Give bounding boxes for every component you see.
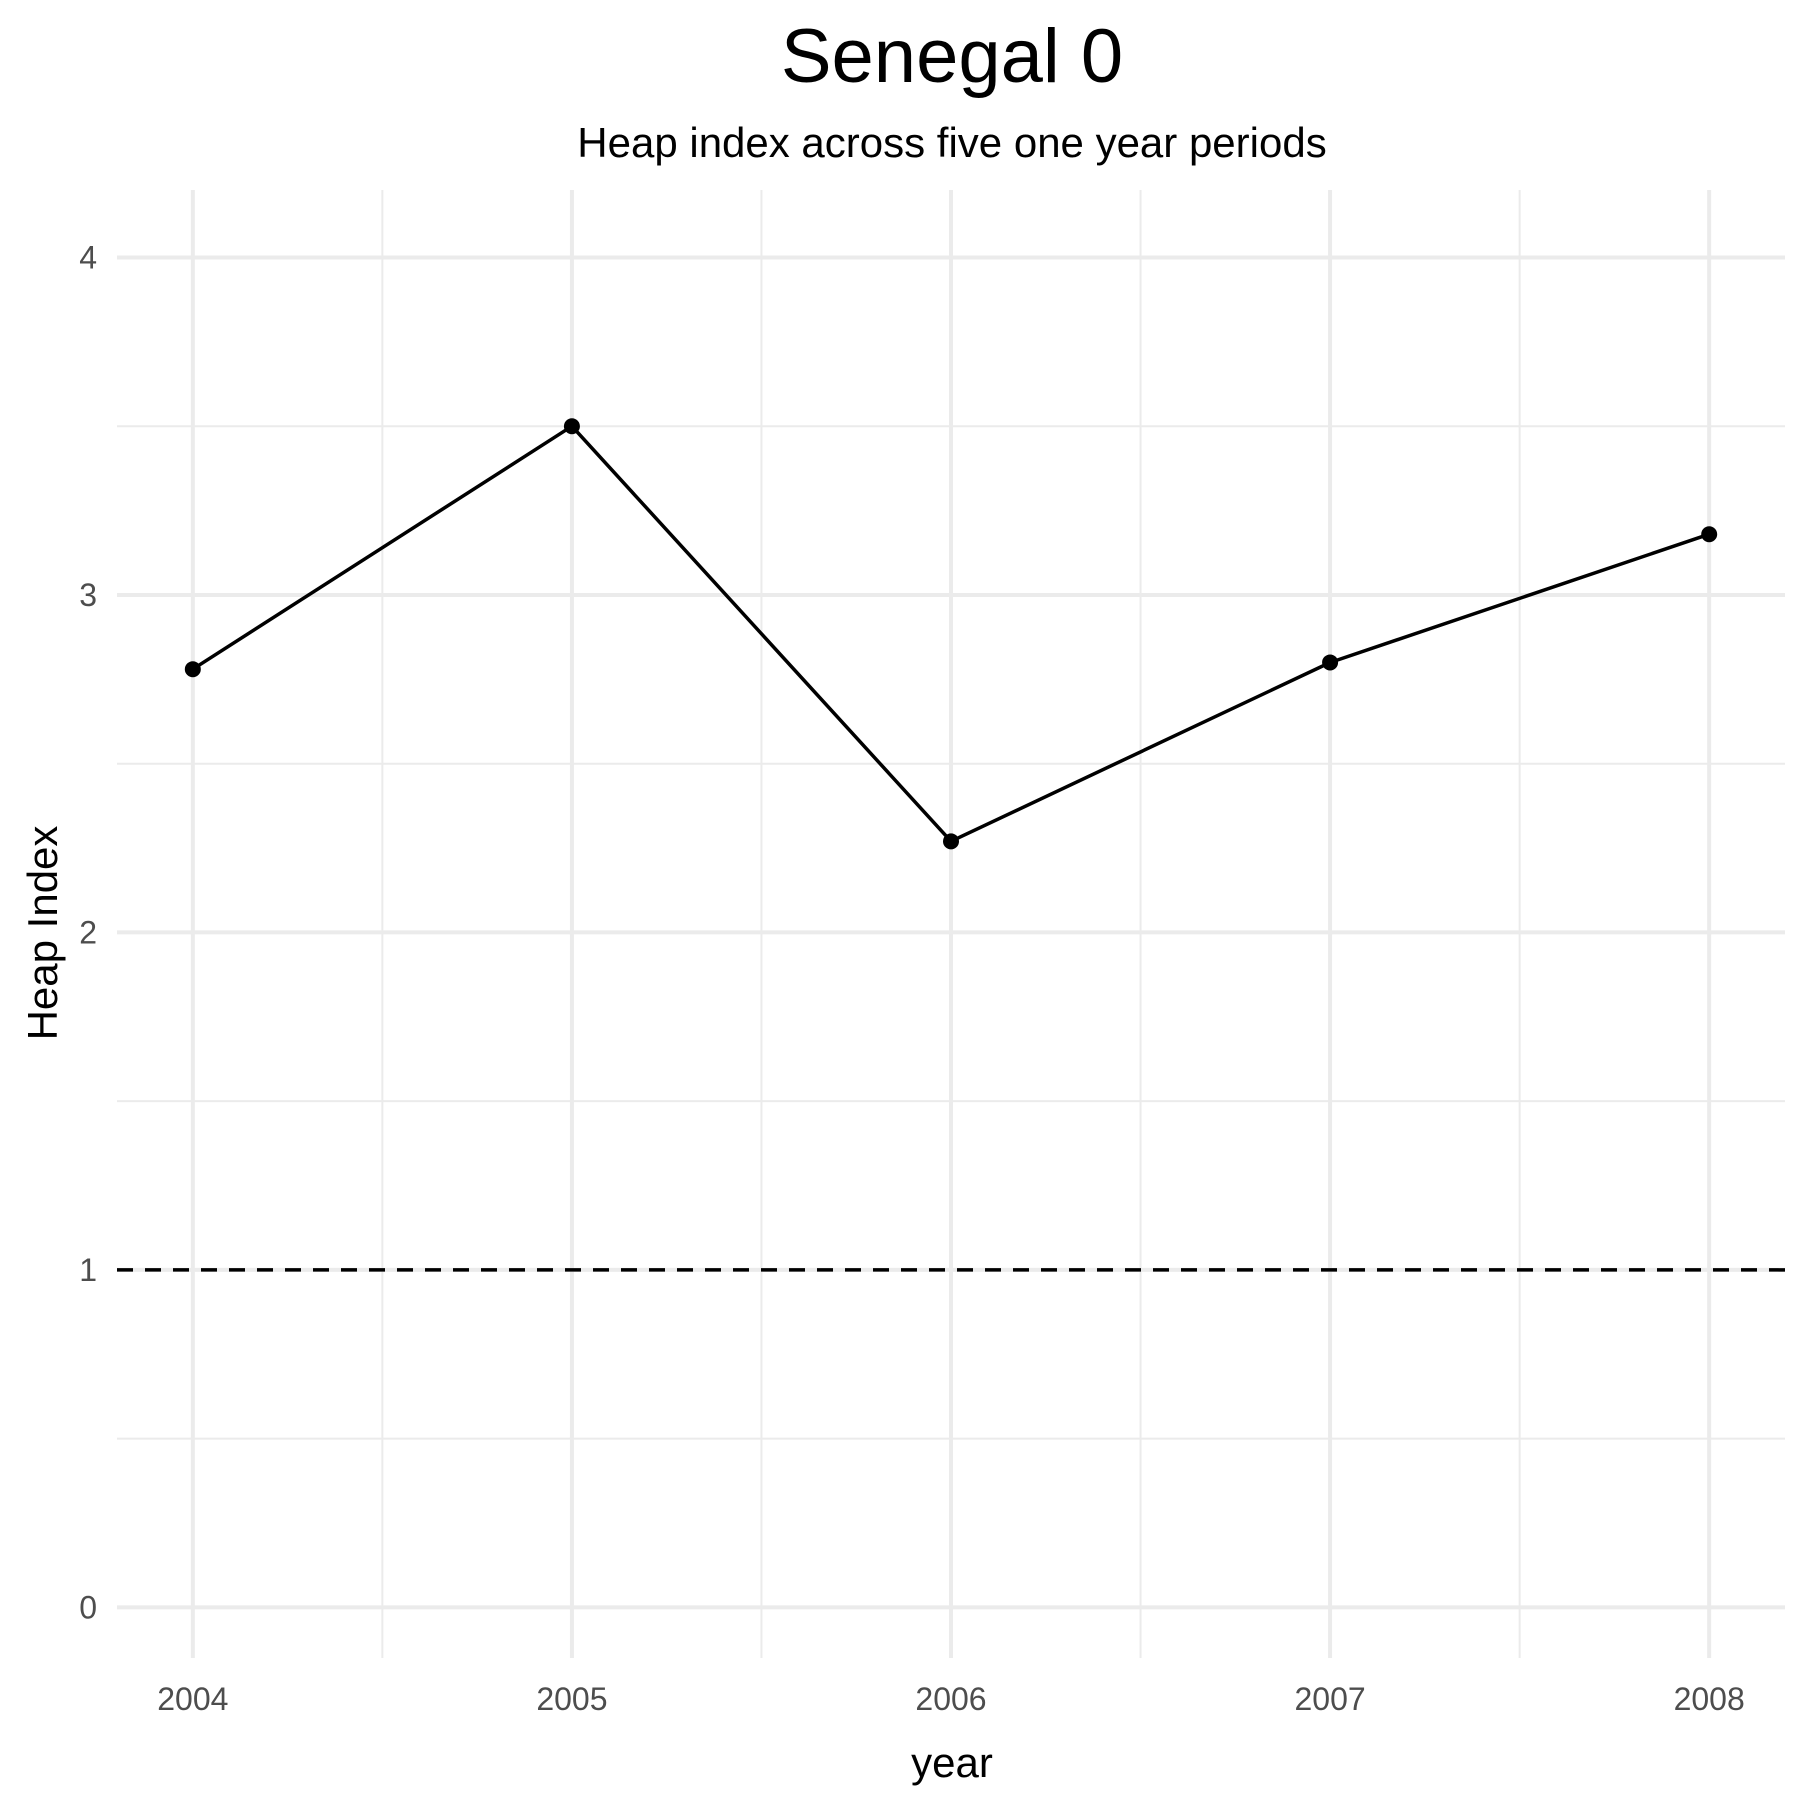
x-tick-label: 2007: [1294, 1681, 1365, 1717]
data-point: [943, 833, 959, 850]
chart-subtitle: Heap index across five one year periods: [577, 119, 1326, 166]
x-tick-label: 2005: [536, 1681, 607, 1717]
chart-title: Senegal 0: [781, 14, 1123, 99]
y-tick-label: 1: [79, 1252, 97, 1288]
x-tick-label: 2006: [915, 1681, 986, 1717]
major-gridlines: [117, 190, 1785, 1658]
x-axis-tick-labels: 2004 2005 2006 2007 2008: [157, 1681, 1745, 1717]
data-point: [1322, 654, 1339, 671]
data-point: [563, 418, 580, 435]
data-point: [1701, 526, 1718, 543]
series-layer: [184, 418, 1718, 850]
y-tick-label: 4: [79, 239, 97, 275]
x-axis-title: year: [911, 1739, 993, 1786]
y-axis-tick-labels: 0 1 2 3 4: [79, 239, 97, 1625]
y-tick-label: 2: [79, 914, 97, 950]
x-tick-label: 2008: [1674, 1681, 1745, 1717]
x-tick-label: 2004: [157, 1681, 228, 1717]
y-tick-label: 0: [79, 1589, 97, 1625]
y-tick-label: 3: [79, 577, 97, 613]
y-axis-title: Heap Index: [19, 826, 66, 1041]
data-point: [184, 661, 201, 678]
